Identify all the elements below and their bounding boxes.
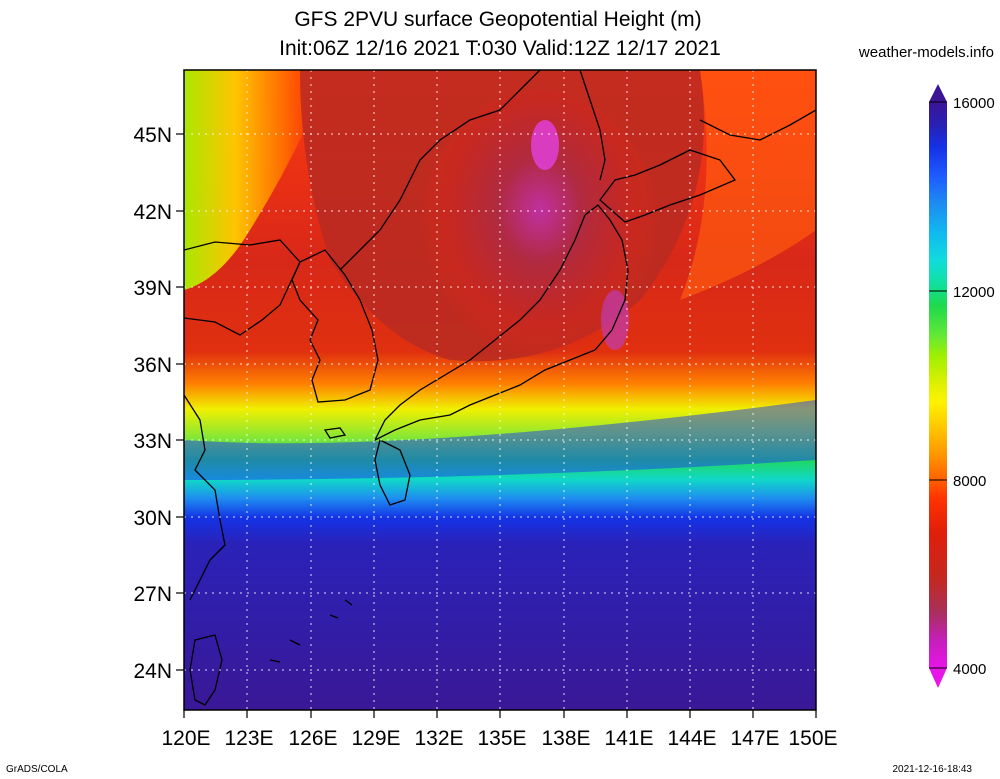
- footer-software: GrADS/COLA: [6, 764, 68, 775]
- lat-label: 36N: [133, 354, 172, 377]
- gridlines: [184, 70, 816, 710]
- lon-label: 144E: [667, 727, 716, 750]
- lon-label: 129E: [351, 727, 400, 750]
- coastlines: [184, 70, 816, 706]
- lon-label: 132E: [414, 727, 463, 750]
- colorbar-label: 8000: [953, 473, 986, 490]
- ticks: [176, 133, 817, 718]
- lon-label: 135E: [477, 727, 526, 750]
- colorbar-label: 12000: [953, 284, 995, 301]
- lat-label: 45N: [133, 124, 172, 147]
- map-title: GFS 2PVU surface Geopotential Height (m): [294, 8, 702, 31]
- footer-timestamp: 2021-12-16-18:43: [892, 764, 972, 775]
- lat-label: 39N: [133, 277, 172, 300]
- lon-label: 141E: [604, 727, 653, 750]
- lon-label: 150E: [788, 727, 837, 750]
- lat-label: 30N: [133, 507, 172, 530]
- lon-label: 147E: [730, 727, 779, 750]
- lon-label: 120E: [161, 727, 210, 750]
- lat-label: 42N: [133, 201, 172, 224]
- height-field: [184, 70, 816, 710]
- lon-label: 126E: [288, 727, 337, 750]
- colorbar-label: 4000: [953, 661, 986, 678]
- lat-label: 33N: [133, 430, 172, 453]
- lat-label: 27N: [133, 583, 172, 606]
- colorbar: 16000 12000 8000 4000: [929, 84, 995, 688]
- lon-label: 123E: [224, 727, 273, 750]
- map-subtitle: Init:06Z 12/16 2021 T:030 Valid:12Z 12/1…: [279, 37, 721, 60]
- site-credit: weather-models.info: [858, 44, 994, 61]
- lat-label: 24N: [133, 660, 172, 683]
- lon-label: 138E: [541, 727, 590, 750]
- colorbar-label: 16000: [953, 95, 995, 112]
